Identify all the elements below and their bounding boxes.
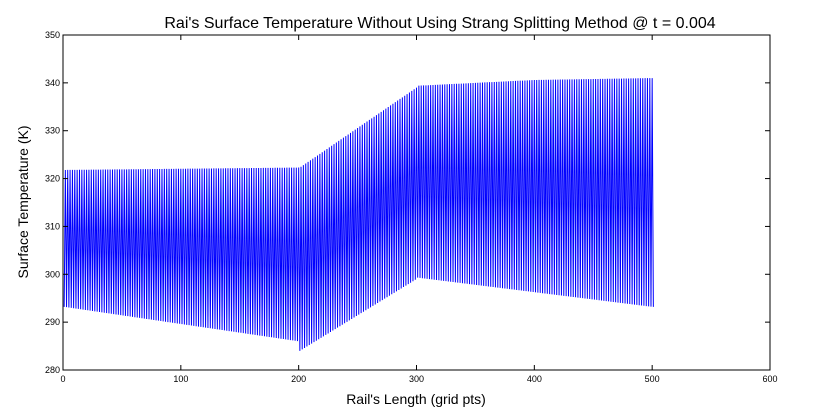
- y-tick-label: 290: [45, 317, 60, 327]
- y-tick-label: 340: [45, 78, 60, 88]
- y-tick-label: 300: [45, 269, 60, 279]
- plot-area: 0 100 200 300 400 500 600 280 290 300 310 320 330 340…: [45, 30, 778, 384]
- y-axis-label: Surface Temperature (K): [15, 125, 31, 278]
- y-tick-label: 330: [45, 126, 60, 136]
- ticks-layer: 0 100 200 300 400 500 600 280 290 300 310 320 330 340…: [45, 30, 778, 384]
- chart-title: Rai's Surface Temperature Without Using …: [164, 15, 715, 32]
- y-tick-label: 310: [45, 221, 60, 231]
- x-tick-label: 500: [645, 374, 660, 384]
- x-tick-label: 0: [60, 374, 65, 384]
- x-axis-label: Rail's Length (grid pts): [346, 391, 486, 407]
- x-tick-label: 100: [173, 374, 188, 384]
- y-tick-label: 280: [45, 365, 60, 375]
- x-tick-label: 300: [409, 374, 424, 384]
- x-tick-label: 200: [291, 374, 306, 384]
- series-layer: [63, 78, 654, 351]
- x-tick-label: 400: [527, 374, 542, 384]
- y-tick-label: 320: [45, 174, 60, 184]
- y-tick-label: 350: [45, 30, 60, 40]
- series-line: [63, 78, 654, 351]
- x-tick-label: 600: [762, 374, 777, 384]
